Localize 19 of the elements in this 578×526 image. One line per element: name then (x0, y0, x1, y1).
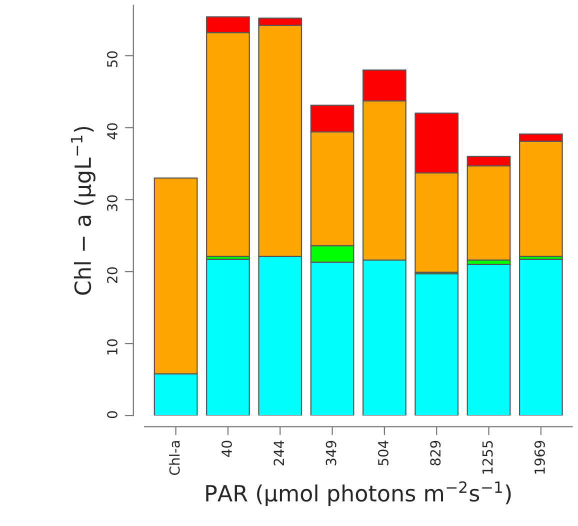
x-tick-label: 504 (378, 440, 388, 466)
x-tick-label: Chl-a (169, 441, 180, 475)
x-tick-label: 1255 (482, 441, 493, 474)
x-tick-label: 829 (430, 440, 441, 466)
bar (466, 264, 511, 416)
y-tick-label: 0 (107, 411, 118, 418)
y-tick-label: 40 (107, 123, 118, 140)
bar (518, 258, 563, 416)
x-tick-label: 244 (274, 440, 284, 466)
x-tick-label: 40 (221, 440, 232, 457)
y-tick-label: 50 (107, 51, 118, 67)
x-axis-title: PAR (μmol photons m$^{−2}$s$^{−1}$) (206, 481, 511, 506)
x-tick-label: 1969 (534, 440, 545, 474)
x-tick-label: 349 (326, 440, 336, 466)
y-tick-label: 30 (107, 195, 118, 211)
y-axis-title: Chl − a (μgL$^{−1}$) (70, 126, 96, 295)
y-tick-label: 20 (107, 267, 118, 283)
bar (206, 258, 250, 416)
y-tick-label: 10 (107, 339, 118, 354)
